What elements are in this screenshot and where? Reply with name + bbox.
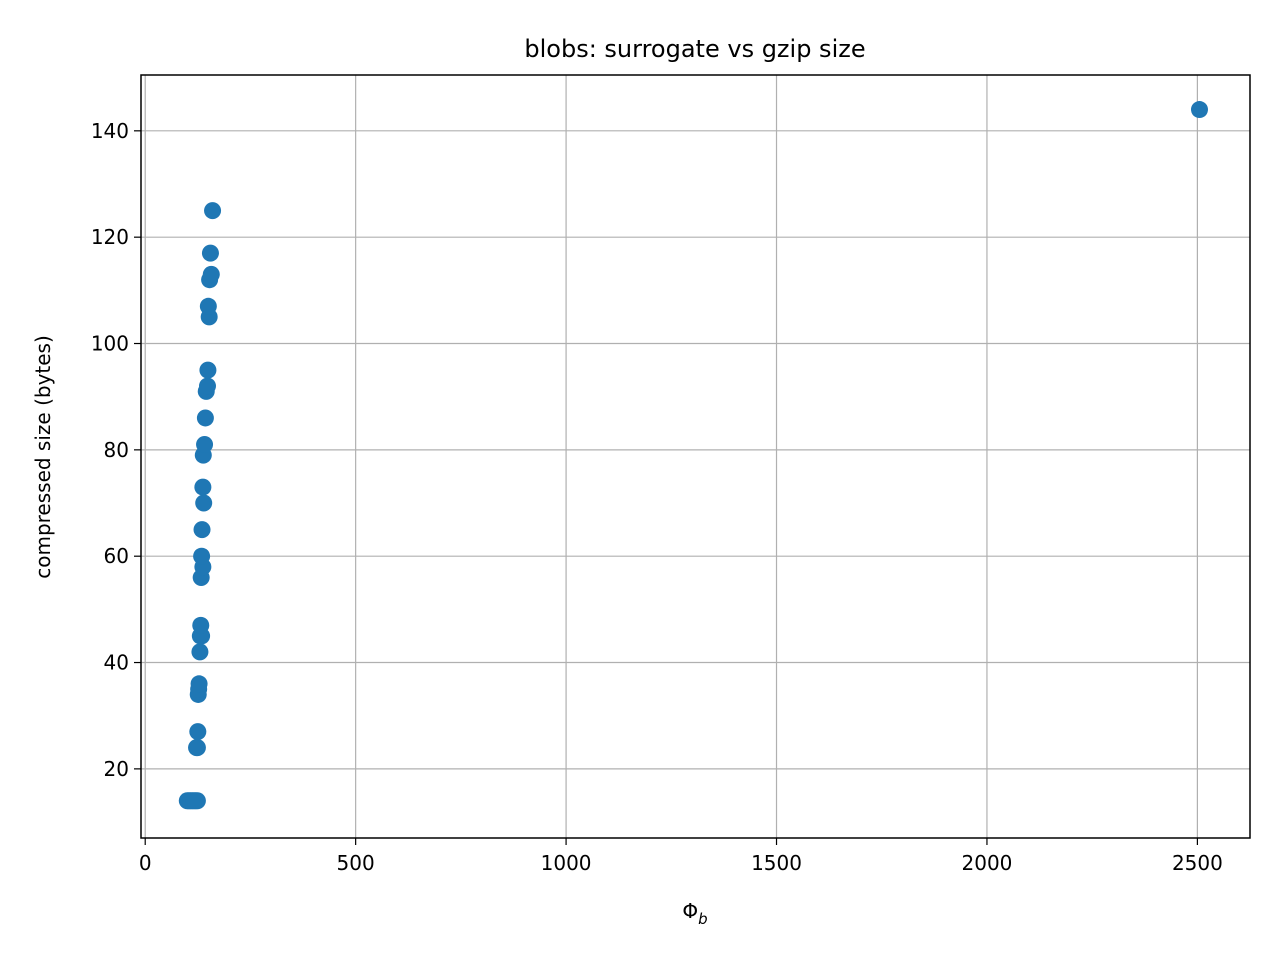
- x-tick-label: 2500: [1172, 851, 1223, 875]
- data-point: [196, 436, 214, 454]
- data-point: [188, 739, 206, 757]
- data-point: [194, 478, 212, 496]
- y-tick-label: 40: [104, 651, 129, 675]
- y-tick-label: 60: [104, 544, 129, 568]
- data-point: [190, 675, 208, 693]
- x-axis-ticks: 0 500 1000 1500 2000 2500: [139, 838, 1223, 875]
- grid-lines: [141, 75, 1250, 838]
- data-point: [199, 297, 217, 315]
- data-point: [195, 494, 213, 512]
- x-axis-label-symbol: Φ: [682, 899, 698, 923]
- x-tick-label: 500: [337, 851, 375, 875]
- data-point: [193, 547, 211, 565]
- data-point: [193, 521, 211, 539]
- data-point: [199, 361, 217, 379]
- data-point: [189, 723, 207, 741]
- plot-frame: [140, 74, 1251, 839]
- data-point: [196, 409, 214, 427]
- x-tick-label: 0: [139, 851, 152, 875]
- y-tick-label: 20: [104, 757, 129, 781]
- data-point: [1190, 101, 1208, 119]
- x-tick-label: 2000: [962, 851, 1013, 875]
- x-tick-label: 1000: [541, 851, 592, 875]
- x-axis-label: Φb: [682, 899, 707, 928]
- data-point: [202, 265, 220, 283]
- y-tick-label: 100: [91, 332, 129, 356]
- y-tick-label: 140: [91, 119, 129, 143]
- y-tick-label: 80: [104, 438, 129, 462]
- data-point: [188, 792, 206, 810]
- y-axis-ticks: 20 40 60 80 100 120 140: [91, 119, 141, 781]
- x-tick-label: 1500: [751, 851, 802, 875]
- x-axis-label-subscript: b: [698, 910, 708, 928]
- y-tick-label: 120: [91, 225, 129, 249]
- data-point: [192, 616, 210, 634]
- y-axis-label: compressed size (bytes): [31, 335, 55, 579]
- data-point: [201, 244, 219, 262]
- data-point: [204, 202, 222, 220]
- data-point: [198, 377, 216, 395]
- data-points: [178, 101, 1208, 810]
- data-point: [191, 643, 209, 661]
- chart-title: blobs: surrogate vs gzip size: [524, 35, 865, 63]
